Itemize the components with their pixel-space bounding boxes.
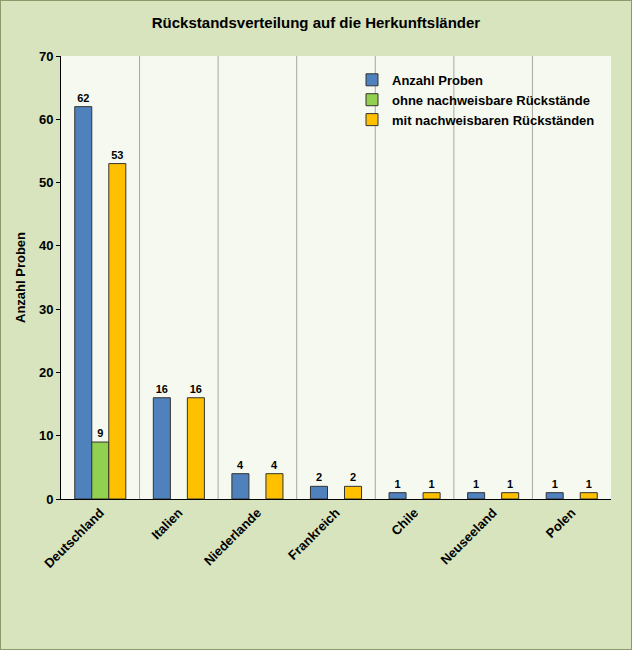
svg-text:50: 50 [39,175,53,190]
svg-text:Frankreich: Frankreich [285,505,343,563]
svg-text:70: 70 [39,49,53,64]
svg-text:mit nachweisbaren Rückständen: mit nachweisbaren Rückständen [392,113,594,128]
svg-text:Anzahl Proben: Anzahl Proben [392,73,483,88]
svg-text:10: 10 [39,428,53,443]
svg-text:4: 4 [271,459,278,471]
svg-text:1: 1 [586,478,592,490]
svg-text:30: 30 [39,302,53,317]
svg-text:4: 4 [237,459,244,471]
svg-text:Neuseeland: Neuseeland [438,505,500,567]
svg-text:Deutschland: Deutschland [41,505,107,571]
svg-text:16: 16 [190,383,202,395]
svg-text:ohne nachweisbare Rückstände: ohne nachweisbare Rückstände [392,93,590,108]
svg-text:Chile: Chile [388,505,421,538]
svg-text:Rückstandsverteilung auf die H: Rückstandsverteilung auf die Herkunftslä… [152,14,481,31]
svg-text:1: 1 [429,478,435,490]
svg-text:53: 53 [111,149,123,161]
svg-text:0: 0 [46,492,53,507]
svg-text:Italien: Italien [148,505,185,542]
svg-text:Polen: Polen [543,505,579,541]
svg-text:1: 1 [473,478,479,490]
svg-text:1: 1 [507,478,513,490]
svg-text:Niederlande: Niederlande [201,505,264,568]
svg-text:1: 1 [394,478,400,490]
svg-text:62: 62 [77,92,89,104]
svg-text:2: 2 [350,471,356,483]
svg-text:1: 1 [552,478,558,490]
svg-text:Anzahl Proben: Anzahl Proben [13,232,28,323]
svg-text:16: 16 [156,383,168,395]
svg-text:9: 9 [97,427,103,439]
svg-text:2: 2 [316,471,322,483]
svg-text:60: 60 [39,112,53,127]
svg-text:20: 20 [39,365,53,380]
svg-text:40: 40 [39,238,53,253]
